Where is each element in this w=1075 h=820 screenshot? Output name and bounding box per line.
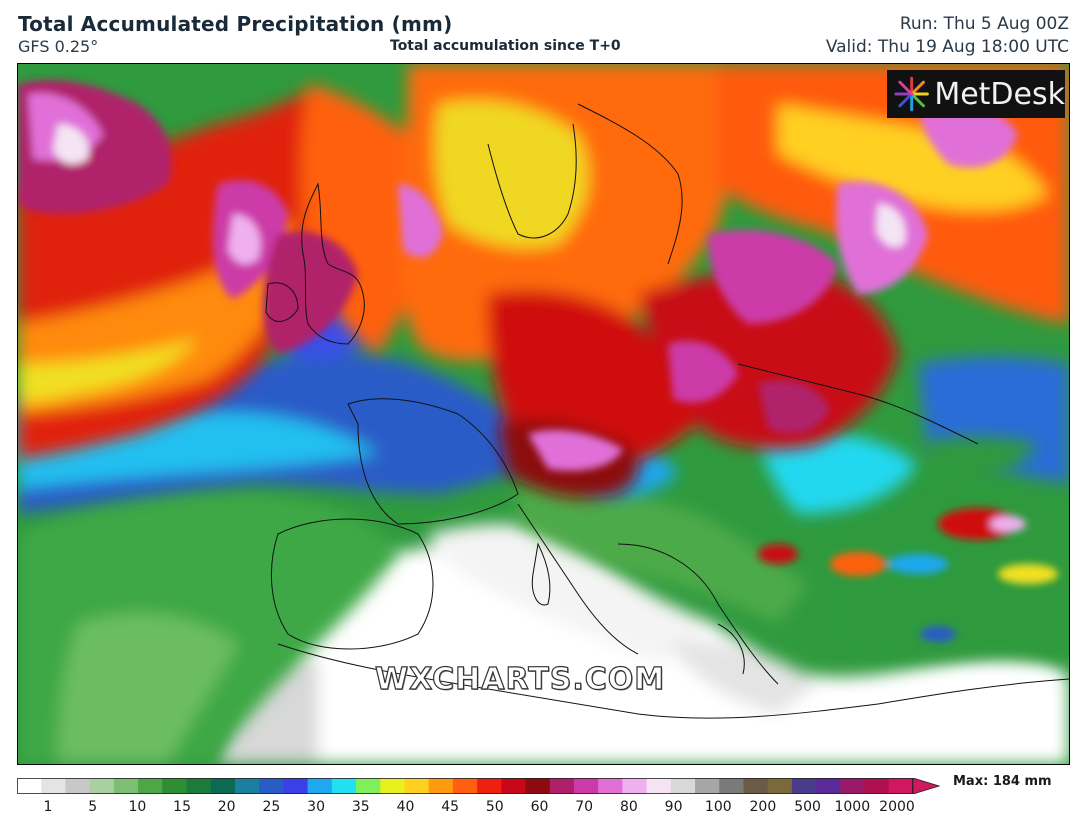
color-swatch: [404, 778, 430, 794]
color-scale-svg: [17, 778, 940, 794]
color-swatch: [65, 778, 91, 794]
color-swatch: [719, 778, 745, 794]
color-scale-tick-label: 45: [441, 799, 460, 815]
color-swatch: [864, 778, 890, 794]
map-canvas: [18, 64, 1069, 764]
color-swatch: [670, 778, 696, 794]
color-scale-tick-label: 80: [619, 799, 638, 815]
color-swatch: [598, 778, 624, 794]
color-scale-bar: [17, 778, 940, 794]
color-swatch: [380, 778, 406, 794]
color-scale-tick-label: 50: [485, 799, 504, 815]
color-scale-tick-label: 20: [217, 799, 236, 815]
color-swatch: [234, 778, 260, 794]
color-swatch: [743, 778, 769, 794]
color-swatch: [791, 778, 817, 794]
color-scale-tick-label: 90: [664, 799, 683, 815]
color-scale-tick-label: 1000: [834, 799, 871, 815]
color-swatch: [452, 778, 478, 794]
watermark: WXCHARTS.COM: [374, 661, 666, 697]
chart-title: Total Accumulated Precipitation (mm): [18, 12, 453, 36]
color-scale-tick-label: 15: [173, 799, 192, 815]
valid-label: Valid: Thu 19 Aug 18:00 UTC: [825, 37, 1069, 57]
color-swatch: [186, 778, 212, 794]
color-swatch: [210, 778, 236, 794]
run-label: Run: Thu 5 Aug 00Z: [899, 14, 1069, 34]
color-swatch: [816, 778, 841, 794]
color-scale-tick-label: 1: [43, 799, 53, 815]
color-swatch: [162, 778, 188, 794]
color-swatch: [283, 778, 309, 794]
color-scale-tick-label: 40: [396, 799, 415, 815]
color-scale-tick-label: 10: [128, 799, 147, 815]
color-scale-tick-label: 5: [88, 799, 98, 815]
color-swatch: [428, 778, 454, 794]
convective-spots: [758, 508, 1058, 642]
color-swatch: [501, 778, 527, 794]
max-label: Max: 184 mm: [953, 774, 1052, 789]
color-scale-tick-label: 25: [262, 799, 281, 815]
color-scale-tick-label: 70: [575, 799, 594, 815]
color-swatch: [138, 778, 163, 794]
color-swatch: [888, 778, 914, 794]
color-swatch: [525, 778, 551, 794]
color-swatch: [573, 778, 599, 794]
color-swatch: [307, 778, 333, 794]
color-swatch: [477, 778, 502, 794]
color-swatch: [646, 778, 672, 794]
color-swatch: [89, 778, 115, 794]
color-scale-frame: [17, 778, 913, 794]
color-scale-tick-label: 200: [749, 799, 777, 815]
color-swatch: [695, 778, 720, 794]
heavy-precip-zone: [18, 64, 1069, 498]
color-scale-tick-label: 500: [794, 799, 821, 815]
color-swatch: [41, 778, 67, 794]
color-scale-tick-label: 35: [351, 799, 370, 815]
model-label: GFS 0.25°: [18, 37, 99, 56]
color-swatch: [840, 778, 866, 794]
color-swatch: [259, 778, 284, 794]
logo-burst-icon: [894, 76, 929, 112]
color-scale-tick-label: 2000: [879, 799, 915, 815]
chart-subtitle: Total accumulation since T+0: [390, 38, 621, 54]
color-swatch: [113, 778, 139, 794]
color-scale-ticks: 1 5 10 15 20 25 30 35 40 45 50 60 70 80 90 100 200 500 100…: [17, 799, 917, 817]
logo-text: MetDesk: [934, 76, 1065, 112]
color-scale-tick-label: 60: [530, 799, 549, 815]
overflow-arrow: [912, 778, 940, 794]
color-swatch: [17, 778, 42, 794]
color-swatch: [622, 778, 648, 794]
dry-zone: [218, 524, 1069, 764]
precipitation-map[interactable]: MetDesk: [17, 63, 1070, 765]
coastlines: [265, 103, 1069, 719]
color-scale-tick-label: 100: [704, 799, 732, 815]
metdesk-logo: MetDesk: [887, 70, 1065, 118]
color-swatch: [549, 778, 575, 794]
color-swatch: [356, 778, 381, 794]
color-scale-tick-label: 30: [307, 799, 326, 815]
color-swatch: [767, 778, 793, 794]
color-swatch: [331, 778, 357, 794]
